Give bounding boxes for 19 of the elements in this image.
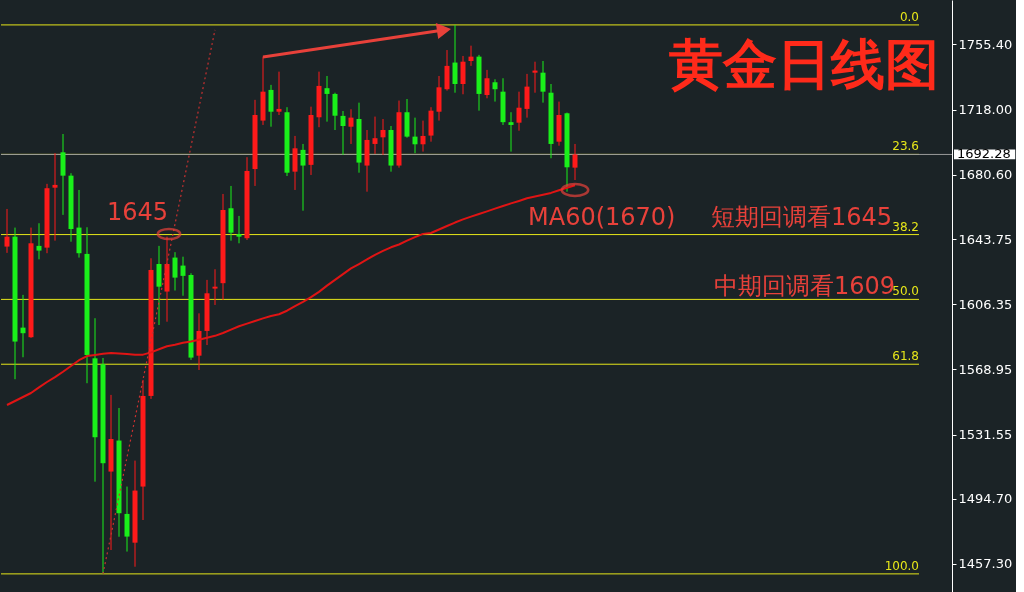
annotation: 1645 xyxy=(107,198,169,226)
y-tick-label: 1457.30 xyxy=(958,556,1013,572)
annotation: 61.8 xyxy=(892,349,919,364)
y-tick-label: 1568.95 xyxy=(958,361,1013,377)
y-tick-label: 1755.40 xyxy=(958,36,1013,52)
y-tick-label: 1531.55 xyxy=(958,427,1013,443)
text: 黄金日线图 xyxy=(669,33,939,96)
y-tick-label: 1643.75 xyxy=(958,231,1013,247)
y-tick-label: 1494.70 xyxy=(958,491,1013,507)
y-tick-label: 1680.60 xyxy=(958,167,1013,183)
annotation: 23.6 xyxy=(892,139,919,154)
y-tick-label: 1718.00 xyxy=(958,102,1013,118)
annotation: 38.2 xyxy=(892,219,919,234)
ref-line-label: 1692.28 xyxy=(957,146,1011,162)
annotation: 0.0 xyxy=(899,9,919,24)
annotation: 100.0 xyxy=(884,558,919,573)
annotation: MA60(1670) xyxy=(528,203,676,231)
text: 短期回调看1645 xyxy=(711,203,893,231)
y-tick-label: 1606.35 xyxy=(958,296,1013,312)
